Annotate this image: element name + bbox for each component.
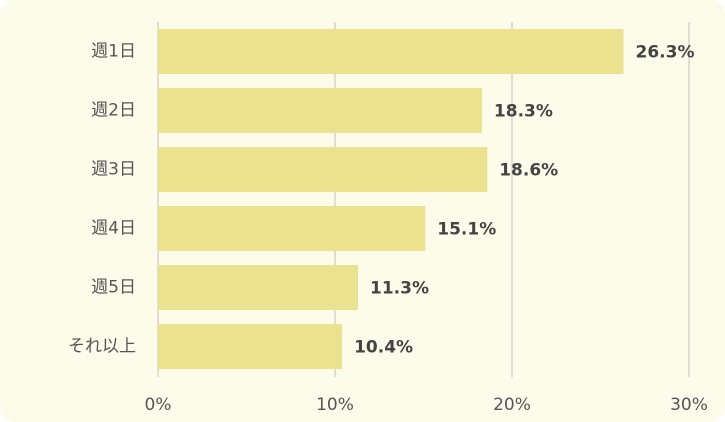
- x-tick-label: 0%: [145, 395, 172, 415]
- y-tick-label: 週5日: [91, 278, 136, 298]
- x-tick-label: 30%: [670, 395, 708, 415]
- y-tick-label: それ以上: [68, 337, 136, 357]
- value-label: 18.6%: [499, 161, 558, 181]
- value-label: 11.3%: [370, 279, 429, 299]
- value-label: 26.3%: [636, 43, 695, 63]
- y-tick-label: 週3日: [91, 160, 136, 180]
- bar: [158, 29, 624, 74]
- x-tick-label: 10%: [316, 395, 354, 415]
- x-tick-label: 20%: [493, 395, 531, 415]
- value-label: 18.3%: [494, 102, 553, 122]
- value-label: 10.4%: [354, 338, 413, 358]
- y-tick-label: 週2日: [91, 101, 136, 121]
- y-tick-label: 週1日: [91, 42, 136, 62]
- value-label: 15.1%: [437, 220, 496, 240]
- bar: [158, 88, 482, 133]
- bar: [158, 324, 343, 369]
- y-tick-label: 週4日: [91, 219, 136, 239]
- bar: [158, 206, 426, 251]
- bar: [158, 147, 488, 192]
- bar: [158, 265, 359, 310]
